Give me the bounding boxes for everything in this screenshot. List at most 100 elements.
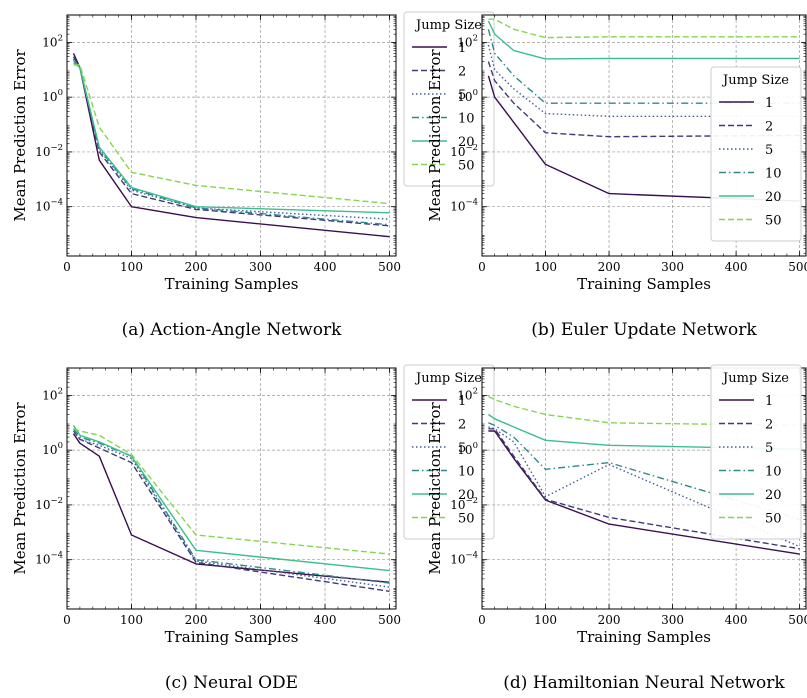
series-line-jump-10 [488,422,800,520]
x-tick-label: 100 [120,613,143,627]
x-tick-label: 500 [378,260,401,274]
x-tick-label: 0 [478,613,486,627]
y-tick-label: 100 [42,441,63,457]
x-axis-label: Training Samples [165,628,299,646]
y-tick-label: 10−4 [35,551,63,567]
legend-label-jump-50: 50 [458,512,475,527]
legend-label-jump-50: 50 [765,214,782,229]
series-lines [72,53,390,238]
x-tick-label: 200 [185,260,208,274]
plot-frame [481,14,807,257]
x-tick-label: 400 [314,260,337,274]
y-tick-label: 10−4 [35,198,63,214]
legend-label-jump-50: 50 [458,159,475,174]
x-tick-label: 500 [378,613,401,627]
series-line-jump-5 [487,44,800,118]
legend-box [403,11,495,187]
legend-label-jump-20: 20 [765,488,782,503]
legend-label-jump-20: 20 [458,488,475,503]
y-axis-label: Mean Prediction Error [11,49,29,222]
legend-label-jump-1: 1 [458,41,466,56]
legend-label-jump-50: 50 [765,512,782,527]
plot-frame [481,367,807,610]
series-line-jump-20 [488,413,800,450]
series-lines [72,425,390,592]
legend-label-jump-2: 2 [458,65,466,80]
y-axis-label: Mean Prediction Error [11,402,29,575]
panel-caption: (c) Neural ODE [165,673,298,693]
x-axis-label: Training Samples [577,275,711,293]
series-lines [488,395,800,555]
x-tick-label: 500 [788,260,807,274]
legend-label-jump-2: 2 [765,120,773,135]
x-tick-label: 200 [185,613,208,627]
series-line-jump-1 [487,75,800,202]
legend-box [710,66,802,242]
x-axis-label: Training Samples [577,628,711,646]
legend: Jump Size 1 2 5 10 20 50 [710,364,802,540]
legend-label-jump-1: 1 [765,394,773,409]
x-tick-label: 0 [63,613,71,627]
series-line-jump-2 [72,430,390,592]
series-line-jump-50 [73,428,390,555]
y-tick-label: 102 [42,33,63,49]
y-tick-label: 10−4 [450,198,478,214]
legend-title: Jump Size [414,18,482,33]
x-axis-label: Training Samples [165,275,299,293]
x-tick-label: 300 [661,613,684,627]
legend-label-jump-2: 2 [765,418,773,433]
plot-frame [66,367,397,610]
legend-label-jump-1: 1 [765,96,773,111]
legend: Jump Size 1 2 5 10 20 50 [403,11,495,187]
series-line-jump-1 [488,430,800,555]
y-tick-label: 102 [42,386,63,402]
legend-box [710,364,802,540]
x-tick-label: 100 [534,613,557,627]
series-line-jump-20 [72,425,390,572]
series-line-jump-10 [487,29,800,104]
x-tick-label: 100 [120,260,143,274]
series-line-jump-5 [72,430,390,588]
legend: Jump Size 1 2 5 10 20 50 [710,66,802,242]
series-line-jump-20 [73,62,390,214]
x-tick-label: 400 [314,613,337,627]
y-tick-label: 100 [42,88,63,104]
legend-title: Jump Size [721,73,789,88]
panel-caption: (b) Euler Update Network [531,320,757,340]
series-line-jump-50 [488,18,800,39]
series-line-jump-2 [488,428,800,550]
legend-label-jump-5: 5 [458,441,466,456]
y-tick-label: 10−4 [450,551,478,567]
x-tick-label: 0 [478,260,486,274]
x-tick-label: 500 [788,613,807,627]
legend-label-jump-5: 5 [458,88,466,103]
legend-label-jump-5: 5 [765,143,773,158]
legend-label-jump-10: 10 [765,167,782,182]
y-axis-label: Mean Prediction Error [426,49,444,222]
panel-caption: (a) Action-Angle Network [122,320,342,340]
legend-box [403,364,495,540]
legend-label-jump-20: 20 [458,135,475,150]
x-tick-label: 300 [661,260,684,274]
legend-title: Jump Size [721,371,789,386]
series-lines [487,18,800,202]
x-tick-label: 300 [249,613,272,627]
legend-label-jump-10: 10 [765,465,782,480]
x-tick-label: 400 [725,260,748,274]
series-line-jump-5 [488,426,800,548]
legend: Jump Size 1 2 5 10 20 50 [403,364,495,540]
legend-label-jump-2: 2 [458,418,466,433]
legend-label-jump-1: 1 [458,394,466,409]
legend-label-jump-20: 20 [765,190,782,205]
series-line-jump-10 [72,59,390,226]
y-tick-label: 10−2 [35,143,63,159]
y-tick-label: 10−2 [35,496,63,512]
y-axis-label: Mean Prediction Error [426,402,444,575]
series-line-jump-50 [73,64,390,205]
x-tick-label: 400 [725,613,748,627]
